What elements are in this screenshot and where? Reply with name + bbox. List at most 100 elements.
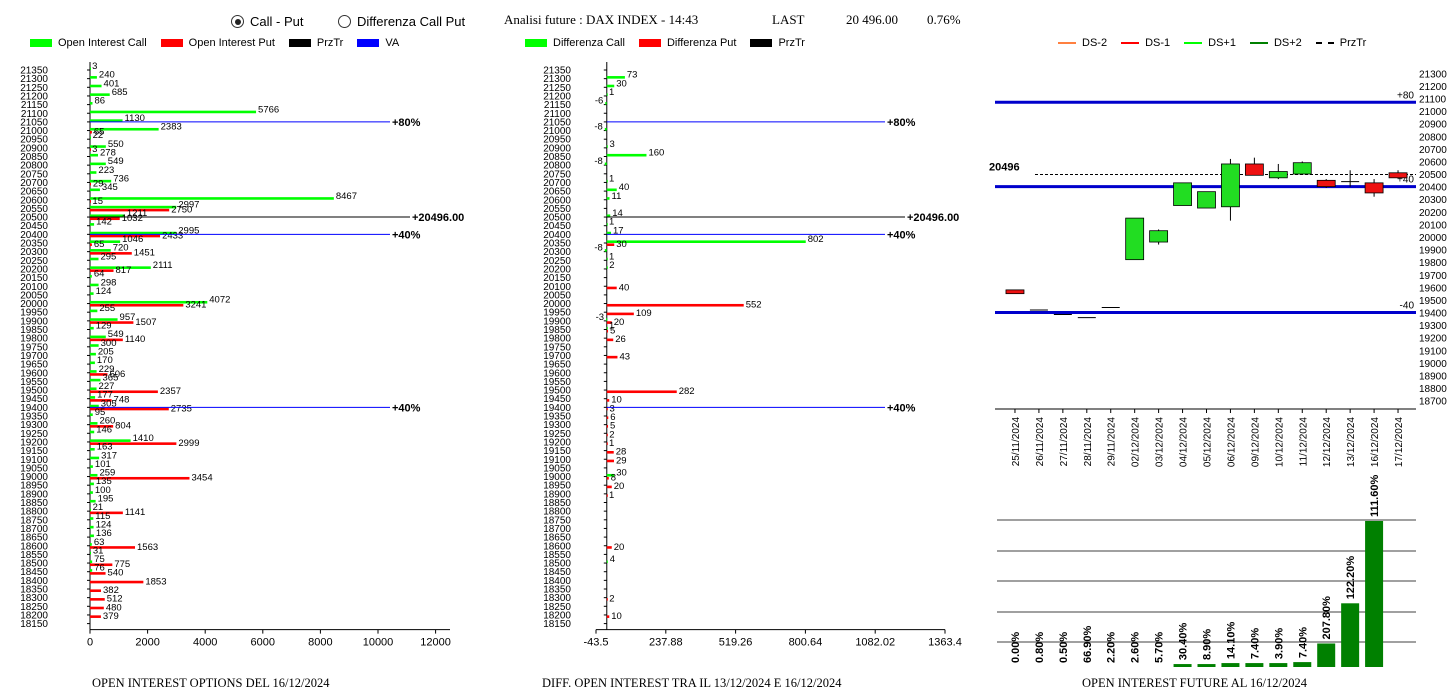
call-bar: [90, 560, 93, 564]
date-label: 26/11/2024: [1035, 417, 1046, 467]
legend-label: Open Interest Call: [58, 37, 147, 49]
strike-label: 20350: [543, 239, 571, 250]
put-bar: [90, 606, 104, 610]
strike-label: 18550: [543, 550, 571, 561]
strike-label: 20250: [20, 256, 48, 267]
call-bar: [90, 119, 123, 122]
call-bar: [606, 214, 611, 218]
strike-label: 19100: [20, 455, 48, 466]
put-bar: [606, 303, 744, 307]
bar-value-label: 227: [99, 381, 115, 392]
put-bar: [90, 200, 91, 203]
put-bar: [90, 338, 123, 342]
bar-value-label: 115: [95, 511, 110, 522]
candle-body: [1244, 163, 1264, 176]
bar-value-label: 1130: [125, 113, 145, 124]
y-tick-label: 20500: [1419, 170, 1447, 181]
bar-value-label: 775: [114, 559, 130, 570]
radio-differenza[interactable]: Differenza Call Put: [338, 14, 465, 29]
put-bar: [90, 399, 112, 402]
bar-value-label: 2999: [178, 438, 199, 449]
y-tick-label: 18900: [1419, 372, 1447, 383]
oi-future-label: 207.80%: [1321, 596, 1333, 640]
strike-label: 20650: [20, 187, 48, 198]
y-tick-label: 18700: [1419, 397, 1447, 408]
put-bar: [90, 589, 102, 592]
bar-value-label: 804: [115, 421, 131, 432]
strike-label: 21050: [543, 117, 571, 128]
call-bar: [90, 283, 99, 287]
strike-label: 18150: [20, 619, 48, 630]
strike-label: 18400: [20, 576, 48, 587]
bar-value-label: 29: [616, 455, 627, 466]
call-bar: [606, 318, 608, 321]
oi-future-label: 7.40%: [1297, 627, 1309, 658]
call-bar: [606, 560, 608, 564]
call-bar: [90, 84, 102, 88]
y-tick-label: 21300: [1419, 69, 1447, 80]
strike-label: 19600: [543, 368, 571, 379]
strike-label: 20100: [543, 282, 571, 293]
x-tick-label: 6000: [251, 637, 275, 649]
bar-value-label: 240: [99, 70, 115, 81]
bar-value-label: 26: [615, 334, 626, 345]
put-bar: [606, 451, 614, 454]
strike-label: 19300: [20, 420, 48, 431]
radio-call-put[interactable]: Call - Put: [231, 14, 303, 29]
strike-label: 18950: [20, 481, 48, 492]
bar-value-label: 278: [100, 148, 116, 159]
strike-label: 19350: [543, 412, 571, 423]
x-tick-label: -43.5: [583, 637, 608, 649]
candle-body: [1125, 217, 1145, 261]
call-bar: [606, 145, 608, 148]
put-bar: [90, 130, 92, 134]
legend-line-dsp2: [1249, 42, 1268, 44]
bar-value-label: 124: [96, 519, 112, 530]
legend-diff: Differenza Call Differenza Put PrzTr: [525, 37, 819, 49]
bar-value-label: 957: [120, 312, 136, 323]
put-bar: [90, 580, 144, 584]
put-bar: [90, 598, 105, 601]
bar-value-label: -8: [594, 156, 602, 167]
bar-value-label: 802: [808, 234, 824, 245]
call-bar: [90, 491, 93, 494]
bar-value-label: 1410: [133, 433, 154, 444]
put-bar: [606, 476, 609, 480]
caption-oi: OPEN INTEREST OPTIONS DEL 16/12/2024: [92, 676, 330, 690]
strike-label: 20850: [20, 152, 48, 163]
bar-value-label: 8: [611, 473, 616, 484]
strike-label: 20000: [543, 299, 571, 310]
put-bar: [90, 252, 132, 255]
put-bar: [606, 390, 677, 394]
oi-future-bar: [1269, 663, 1288, 667]
put-bar: [90, 425, 114, 428]
bar-value-label: 317: [101, 450, 117, 461]
oi-future-label: 3.90%: [1273, 628, 1285, 659]
bar-value-label: 43: [619, 351, 630, 362]
bar-value-label: 129: [96, 321, 112, 332]
call-bar: [90, 266, 151, 269]
put-bar: [90, 234, 161, 238]
call-bar: [90, 465, 93, 468]
put-bar: [606, 485, 612, 489]
put-bar: [90, 407, 169, 411]
strike-label: 19750: [20, 342, 48, 353]
bar-value-label: 1046: [122, 234, 143, 245]
strike-label: 19250: [20, 429, 48, 440]
oi-future-label: 0.80%: [1034, 632, 1046, 663]
oi-future-label: 14.10%: [1225, 622, 1237, 660]
bar-value-label: 76: [94, 563, 105, 574]
date-label: 12/12/2024: [1322, 417, 1333, 467]
call-bar: [90, 240, 121, 243]
bar-value-label: 170: [97, 355, 113, 366]
bar-value-label: 30: [616, 468, 627, 479]
strike-label: 19400: [543, 403, 571, 414]
put-bar: [90, 243, 92, 246]
va-label: +40: [1397, 175, 1414, 186]
put-bar: [90, 546, 136, 549]
legend-swatch-prztr: [288, 39, 311, 47]
caption-future: OPEN INTEREST FUTURE AL 16/12/2024: [1082, 676, 1308, 690]
call-bar: [606, 179, 608, 183]
strike-label: 18200: [543, 610, 571, 621]
bar-value-label: 5: [610, 326, 615, 337]
